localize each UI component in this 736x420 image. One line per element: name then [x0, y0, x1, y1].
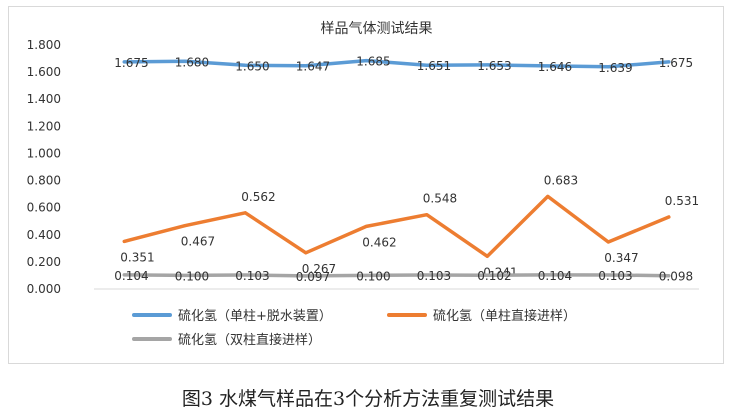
- data-point: [606, 65, 610, 69]
- data-label: 1.650: [235, 59, 269, 73]
- data-point: [304, 64, 308, 68]
- data-label: 0.103: [598, 269, 632, 283]
- data-label: 0.097: [296, 270, 330, 284]
- data-label: 0.100: [175, 269, 209, 283]
- data-point: [546, 194, 550, 198]
- data-label: 0.103: [235, 269, 269, 283]
- legend-label: 硫化氢（单柱+脱水装置）: [178, 309, 332, 324]
- data-label: 1.639: [598, 61, 632, 75]
- data-label: 1.646: [538, 60, 572, 74]
- data-label: 0.102: [477, 269, 511, 283]
- y-tick-label: 1.000: [27, 146, 61, 160]
- y-tick-label: 0.800: [27, 174, 61, 188]
- data-point: [606, 240, 610, 244]
- data-point: [667, 215, 671, 219]
- data-point: [667, 60, 671, 64]
- data-label: 1.647: [296, 60, 330, 74]
- data-point: [485, 63, 489, 67]
- data-point: [425, 63, 429, 67]
- data-label: 0.683: [544, 173, 578, 187]
- data-point: [122, 273, 126, 277]
- data-point: [667, 274, 671, 278]
- data-label: 0.347: [604, 251, 638, 265]
- data-point: [364, 273, 368, 277]
- data-point: [364, 224, 368, 228]
- data-point: [546, 273, 550, 277]
- data-point: [122, 60, 126, 64]
- data-point: [243, 273, 247, 277]
- chart-title: 样品气体测试结果: [321, 21, 433, 37]
- y-tick-label: 1.600: [27, 65, 61, 79]
- y-tick-label: 1.200: [27, 119, 61, 133]
- data-label: 0.462: [362, 235, 396, 249]
- series-line-3: [122, 273, 671, 278]
- data-point: [606, 273, 610, 277]
- series-line-2: [122, 194, 671, 259]
- data-label: 0.351: [120, 250, 154, 264]
- data-point: [304, 251, 308, 255]
- data-point: [425, 213, 429, 217]
- data-label: 1.653: [477, 59, 511, 73]
- data-label: 0.267: [302, 262, 336, 276]
- data-label: 1.675: [114, 56, 148, 70]
- figure-caption: 图3 水煤气样品在3个分析方法重复测试结果: [181, 388, 555, 410]
- y-tick-label: 0.200: [27, 255, 61, 269]
- y-tick-label: 0.400: [27, 228, 61, 242]
- data-label: 0.100: [356, 269, 390, 283]
- data-point: [183, 59, 187, 63]
- data-label: 0.562: [241, 190, 275, 204]
- data-point: [304, 274, 308, 278]
- y-tick-label: 1.800: [27, 38, 61, 52]
- data-label: 0.548: [423, 192, 457, 206]
- legend-label: 硫化氢（双柱直接进样）: [178, 332, 321, 348]
- data-point: [546, 64, 550, 68]
- data-label: 1.685: [356, 55, 390, 69]
- data-label: 0.103: [417, 269, 451, 283]
- data-label: 0.098: [659, 270, 693, 284]
- data-label: 0.104: [114, 269, 148, 283]
- data-point: [122, 239, 126, 243]
- data-label: 0.467: [181, 235, 215, 249]
- data-label: 1.675: [659, 56, 693, 70]
- data-point: [485, 273, 489, 277]
- series-line-1: [122, 58, 671, 69]
- y-tick-label: 0.000: [27, 282, 61, 296]
- y-tick-label: 1.400: [27, 92, 61, 106]
- data-point: [243, 63, 247, 67]
- data-label: 0.104: [538, 269, 572, 283]
- data-label: 1.651: [417, 59, 451, 73]
- data-point: [485, 254, 489, 258]
- chart-frame: 样品气体测试结果 0.000 0.200 0.400 0.600 0.800 1.000 1.…: [8, 6, 724, 364]
- data-point: [183, 224, 187, 228]
- data-label: 1.680: [175, 55, 209, 69]
- data-point: [183, 273, 187, 277]
- y-tick-label: 0.600: [27, 201, 61, 215]
- line-chart: 样品气体测试结果 0.000 0.200 0.400 0.600 0.800 1.000 1.…: [27, 21, 699, 348]
- data-point: [364, 59, 368, 63]
- data-point: [425, 273, 429, 277]
- data-label: 0.531: [665, 194, 699, 208]
- data-point: [243, 211, 247, 215]
- legend-label: 硫化氢（单柱直接进样）: [433, 308, 576, 324]
